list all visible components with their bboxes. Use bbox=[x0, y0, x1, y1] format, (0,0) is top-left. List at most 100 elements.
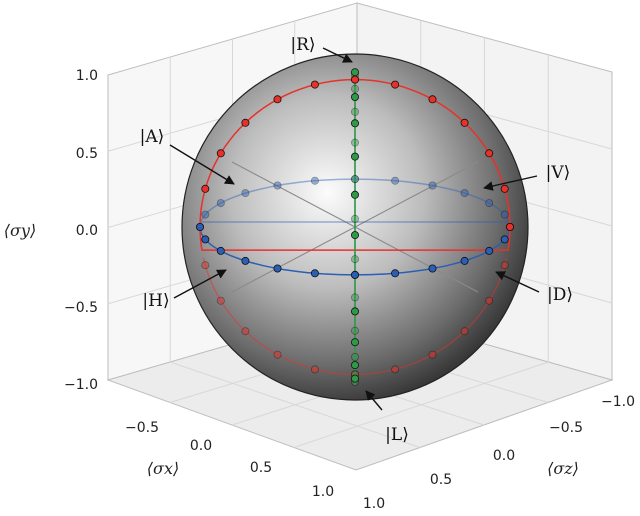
y-tick-label: −0.5 bbox=[64, 300, 98, 316]
state-annotations: |R⟩ |A⟩ |V⟩ |H⟩ |D⟩ |L⟩ bbox=[140, 35, 573, 445]
data-point bbox=[500, 184, 509, 193]
data-point bbox=[273, 264, 282, 273]
y-tick-label: 1.0 bbox=[76, 68, 98, 84]
data-point bbox=[310, 176, 319, 185]
data-point bbox=[350, 93, 359, 102]
data-point bbox=[350, 119, 359, 128]
data-point bbox=[201, 210, 210, 219]
annotation-R: |R⟩ bbox=[290, 35, 315, 55]
y-tick-label: 0.5 bbox=[76, 146, 98, 162]
annotation-H: |H⟩ bbox=[142, 291, 169, 311]
data-point bbox=[391, 176, 400, 185]
x-tick-label: 0.5 bbox=[250, 460, 272, 476]
data-point bbox=[241, 256, 250, 265]
y-axis-label: ⟨σy⟩ bbox=[4, 221, 36, 240]
arrow-L bbox=[365, 390, 383, 411]
data-point bbox=[350, 175, 359, 184]
data-point bbox=[350, 75, 359, 84]
annotation-V: |V⟩ bbox=[546, 163, 571, 183]
y-tick-label: 0.0 bbox=[76, 223, 98, 239]
data-point bbox=[350, 374, 359, 383]
annotation-L: |L⟩ bbox=[385, 425, 409, 445]
data-point bbox=[350, 84, 359, 93]
data-point bbox=[216, 246, 225, 255]
data-point bbox=[216, 149, 225, 158]
z-tick-label: −1.0 bbox=[601, 394, 635, 410]
red-great-circle-front bbox=[199, 78, 511, 251]
data-point bbox=[500, 210, 509, 219]
z-tick-label: 1.0 bbox=[363, 496, 385, 512]
z-axis: 1.0 0.5 0.0 −0.5 −1.0 ⟨σz⟩ bbox=[363, 394, 635, 512]
z-tick-label: 0.0 bbox=[493, 448, 515, 464]
data-points bbox=[195, 68, 514, 386]
data-point bbox=[195, 222, 204, 231]
data-point bbox=[350, 270, 359, 279]
data-point bbox=[350, 68, 359, 77]
data-point bbox=[350, 231, 359, 240]
data-point bbox=[350, 352, 359, 361]
data-point bbox=[428, 181, 437, 190]
data-point bbox=[310, 365, 319, 374]
arrow-R bbox=[322, 47, 353, 63]
data-point bbox=[485, 199, 494, 208]
data-point bbox=[485, 296, 494, 305]
data-point bbox=[350, 138, 359, 147]
data-point bbox=[485, 149, 494, 158]
data-point bbox=[350, 107, 359, 116]
data-point bbox=[350, 326, 359, 335]
data-point bbox=[350, 293, 359, 302]
x-axis: −0.5 0.0 0.5 1.0 ⟨σx⟩ bbox=[125, 420, 334, 500]
x-tick-label: 1.0 bbox=[312, 484, 334, 500]
data-point bbox=[350, 338, 359, 347]
arrow-H bbox=[173, 269, 227, 299]
equator-back bbox=[199, 178, 511, 223]
data-point bbox=[350, 152, 359, 161]
arrow-A bbox=[169, 144, 235, 185]
grid-line bbox=[293, 361, 549, 448]
x-tick-label: −0.5 bbox=[125, 420, 159, 436]
annotation-D: |D⟩ bbox=[547, 285, 573, 305]
data-point bbox=[391, 365, 400, 374]
data-point bbox=[428, 95, 437, 104]
data-point bbox=[485, 246, 494, 255]
data-point bbox=[201, 261, 210, 270]
data-point bbox=[201, 184, 210, 193]
data-point bbox=[241, 189, 250, 198]
data-point bbox=[273, 350, 282, 359]
annotation-A: |A⟩ bbox=[140, 127, 165, 147]
data-point bbox=[273, 181, 282, 190]
y-tick-label: −1.0 bbox=[64, 377, 98, 393]
x-axis-label: ⟨σx⟩ bbox=[147, 459, 179, 478]
arrow-V bbox=[483, 175, 538, 191]
data-point bbox=[428, 264, 437, 273]
data-point bbox=[273, 95, 282, 104]
data-point bbox=[350, 214, 359, 223]
data-point bbox=[241, 327, 250, 336]
data-point bbox=[350, 175, 359, 184]
data-point bbox=[310, 80, 319, 89]
data-point bbox=[350, 361, 359, 370]
data-point bbox=[428, 350, 437, 359]
data-point bbox=[391, 80, 400, 89]
data-point bbox=[241, 118, 250, 127]
data-point bbox=[350, 307, 359, 316]
arrow-D bbox=[495, 271, 540, 293]
data-point bbox=[350, 255, 359, 264]
data-point bbox=[460, 118, 469, 127]
data-point bbox=[350, 190, 359, 199]
data-point bbox=[201, 235, 210, 244]
y-axis: 1.0 0.5 0.0 −0.5 −1.0 ⟨σy⟩ bbox=[4, 68, 98, 393]
data-point bbox=[500, 235, 509, 244]
data-point bbox=[500, 261, 509, 270]
data-point bbox=[460, 189, 469, 198]
x-tick-label: 0.0 bbox=[190, 438, 212, 454]
z-tick-label: −0.5 bbox=[549, 420, 583, 436]
data-point bbox=[310, 269, 319, 278]
z-tick-label: 0.5 bbox=[430, 472, 452, 488]
data-point bbox=[216, 199, 225, 208]
data-point bbox=[391, 269, 400, 278]
data-point bbox=[460, 256, 469, 265]
data-point bbox=[460, 327, 469, 336]
data-point bbox=[216, 296, 225, 305]
